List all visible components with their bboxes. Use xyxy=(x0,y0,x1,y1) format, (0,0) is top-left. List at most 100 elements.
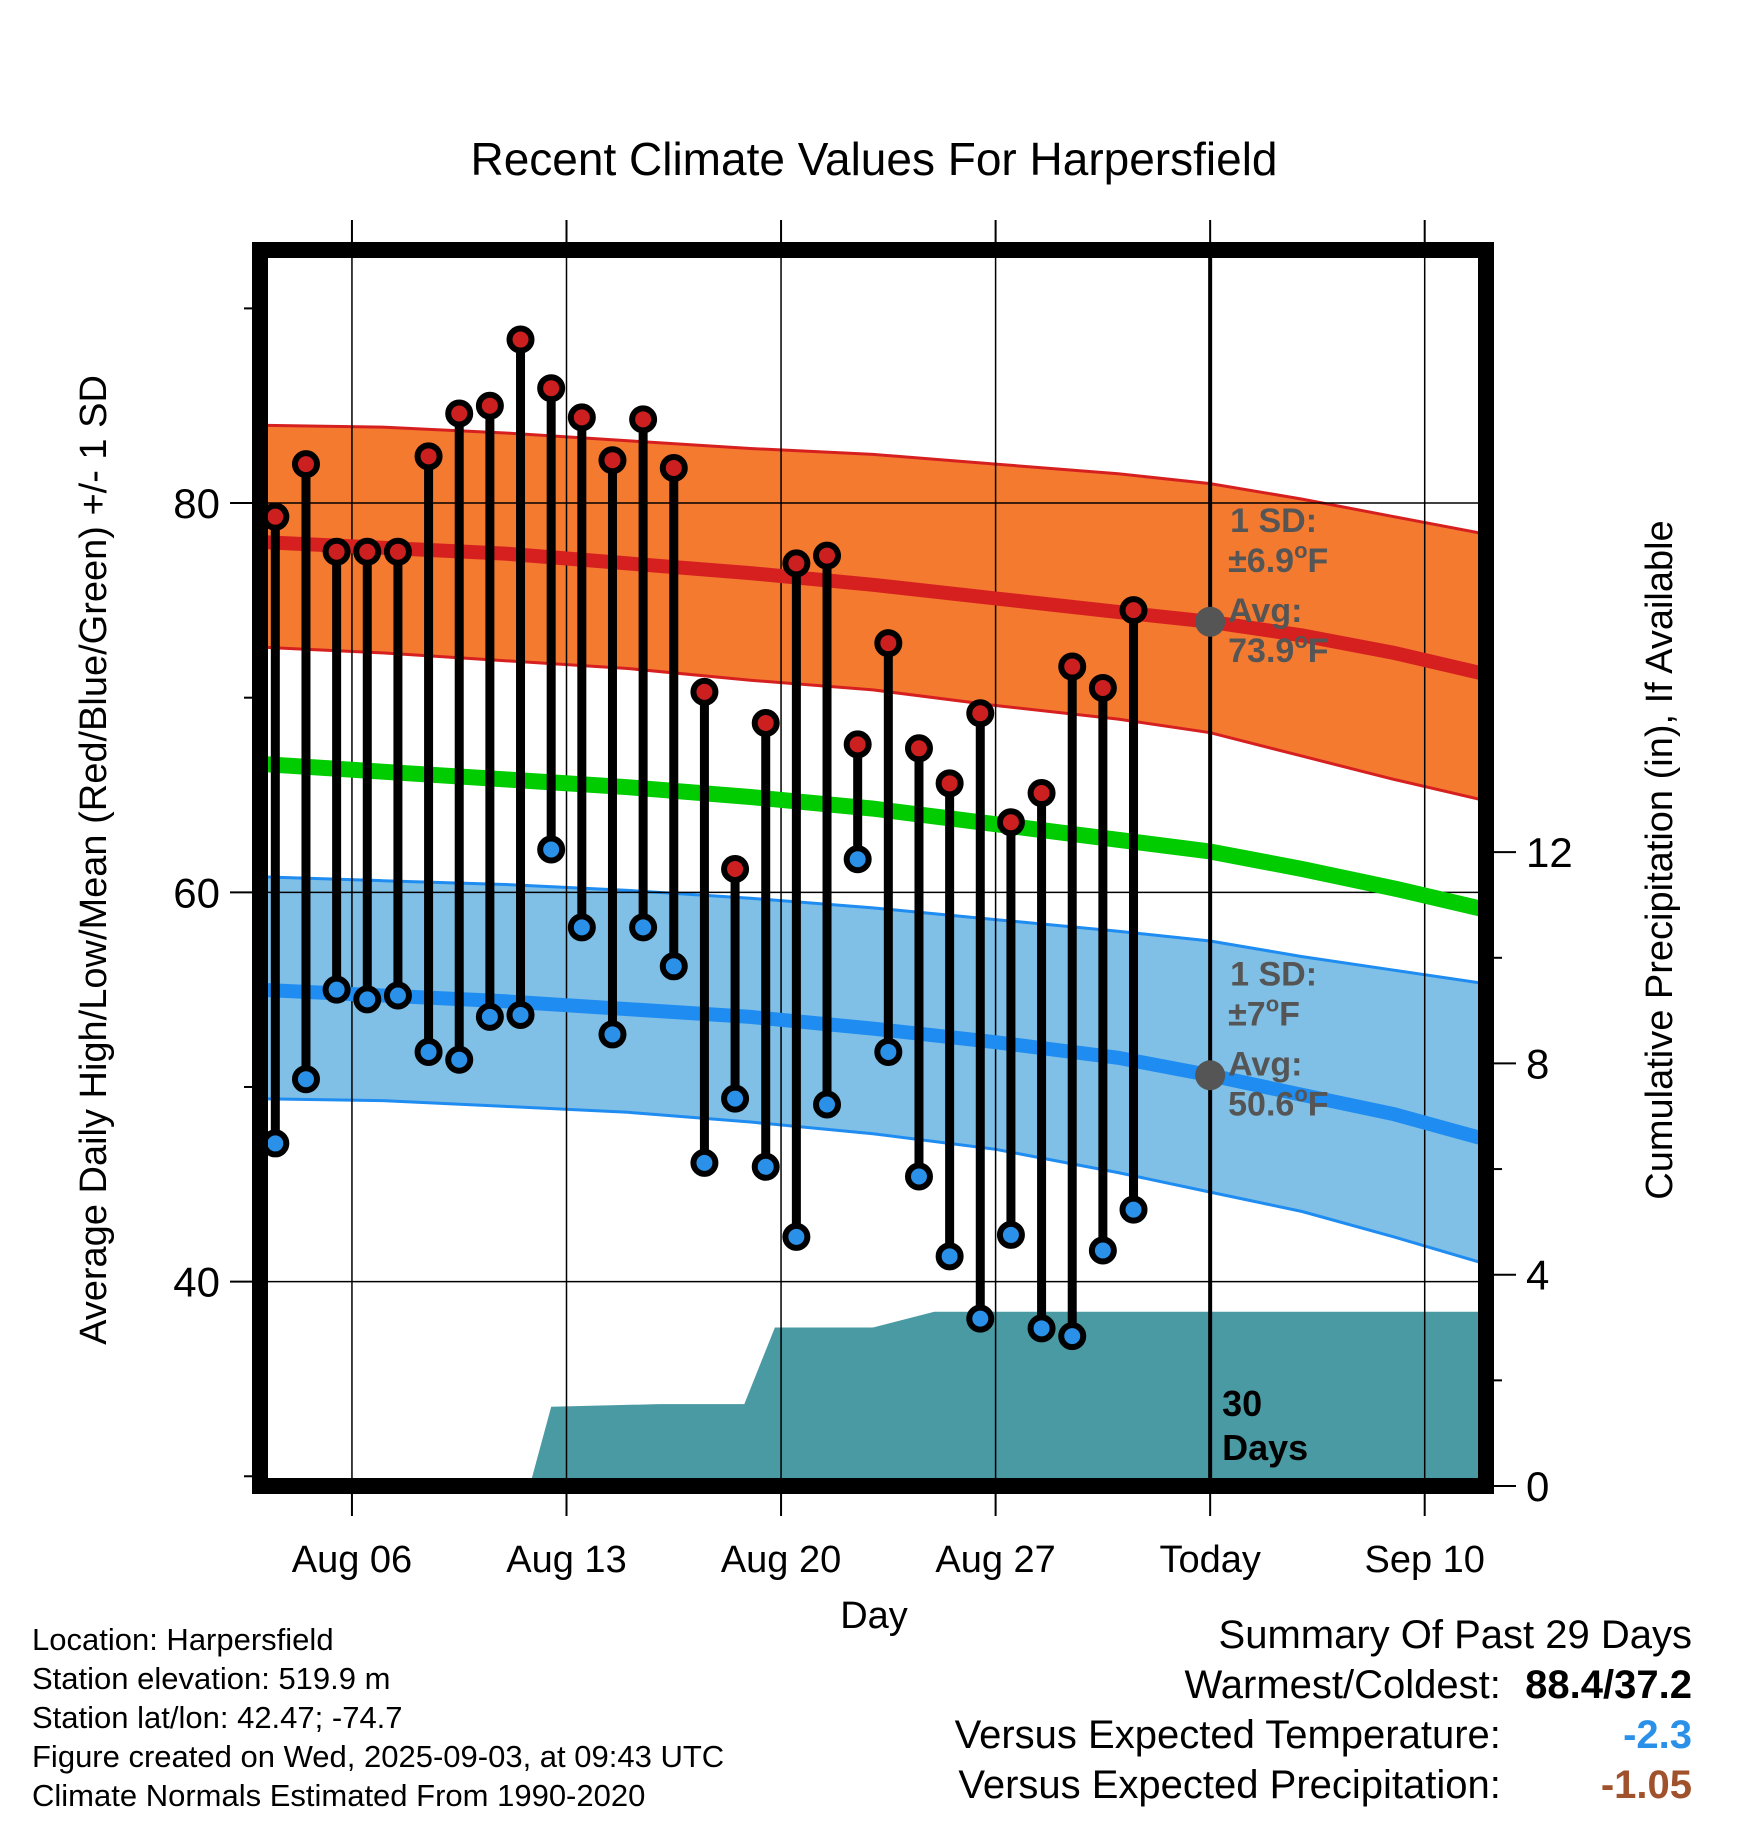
low-avg-marker xyxy=(1195,1060,1226,1091)
daily-low-point xyxy=(721,1084,750,1113)
x-tick-label: Aug 06 xyxy=(292,1539,412,1581)
daily-high-point xyxy=(414,442,443,471)
daily-low-point xyxy=(383,981,412,1010)
low-avg-value: 50.6oF xyxy=(1228,1081,1328,1123)
daily-low-point xyxy=(1058,1322,1087,1351)
chart-title: Recent Climate Values For Harpersfield xyxy=(470,133,1277,185)
low-sd-upper-line xyxy=(260,875,1486,986)
station-location: Location: Harpersfield xyxy=(32,1622,334,1657)
vs-precip-label: Versus Expected Precipitation: xyxy=(958,1763,1501,1807)
summary-title: Summary Of Past 29 Days xyxy=(1218,1613,1692,1657)
station-latlon: Station lat/lon: 42.47; -74.7 xyxy=(32,1700,403,1735)
daily-low-point xyxy=(996,1220,1025,1249)
daily-low-point xyxy=(537,835,566,864)
station-info: Location: Harpersfield Station elevation… xyxy=(32,1620,724,1815)
daily-high-point xyxy=(782,549,811,578)
daily-low-point xyxy=(598,1020,627,1049)
y2-tick-label: 8 xyxy=(1526,1040,1549,1087)
daily-high-point xyxy=(721,854,750,883)
daily-low-point xyxy=(445,1045,474,1074)
daily-low-point xyxy=(291,1065,320,1094)
daily-high-point xyxy=(322,537,351,566)
daily-high-point xyxy=(904,734,933,763)
daily-low-point xyxy=(1088,1236,1117,1265)
high-sd-degree: o xyxy=(1294,538,1307,563)
climate-normals-note: Climate Normals Estimated From 1990-2020 xyxy=(32,1778,646,1813)
y-tick-label: 60 xyxy=(173,869,220,916)
low-sd-lower-line xyxy=(260,1097,1486,1266)
x-tick-label: Aug 13 xyxy=(506,1539,626,1581)
x-axis-label: Day xyxy=(840,1595,908,1637)
daily-low-point xyxy=(813,1090,842,1119)
daily-high-point xyxy=(567,403,596,432)
daily-low-point xyxy=(782,1222,811,1251)
summary-warm-cold: Warmest/Coldest: 88.4/37.2 xyxy=(955,1660,1693,1710)
daily-low-point xyxy=(904,1162,933,1191)
daily-high-point xyxy=(537,374,566,403)
daily-high-point xyxy=(475,391,504,420)
high-avg-degree: o xyxy=(1294,628,1307,653)
daily-high-point xyxy=(1027,779,1056,808)
daily-low-point xyxy=(935,1242,964,1271)
y2-axis-label: Cumulative Precipitation (in), If Availa… xyxy=(1639,520,1681,1199)
station-elevation: Station elevation: 519.9 m xyxy=(32,1661,391,1696)
low-sd-value: ±7oF xyxy=(1228,991,1300,1033)
daily-low-point xyxy=(874,1037,903,1066)
y2-tick-label: 12 xyxy=(1526,829,1573,876)
daily-low-point xyxy=(506,1000,535,1029)
high-avg-label: Avg: xyxy=(1228,592,1302,630)
daily-high-point xyxy=(813,541,842,570)
high-sd-upper-line xyxy=(260,423,1486,536)
daily-low-point xyxy=(414,1037,443,1066)
low-sd-degree: o xyxy=(1266,991,1279,1016)
daily-high-point xyxy=(353,537,382,566)
warm-cold-value: 88.4/37.2 xyxy=(1525,1663,1692,1707)
normal-high-line xyxy=(260,535,1486,682)
daily-low-point xyxy=(475,1002,504,1031)
daily-high-point xyxy=(629,405,658,434)
y2-tick-label: 0 xyxy=(1526,1463,1549,1510)
daily-low-point xyxy=(629,913,658,942)
daily-low-point xyxy=(690,1148,719,1177)
daily-high-point xyxy=(445,399,474,428)
vs-precip-value: -1.05 xyxy=(1600,1763,1692,1807)
daily-high-point xyxy=(598,446,627,475)
summary-vs-temp: Versus Expected Temperature: -2.3 xyxy=(955,1710,1692,1760)
daily-low-point xyxy=(353,985,382,1014)
daily-high-point xyxy=(383,537,412,566)
high-sd-unit: F xyxy=(1308,542,1329,580)
y-tick-label: 80 xyxy=(173,480,220,527)
daily-low-point xyxy=(567,913,596,942)
figure-created: Figure created on Wed, 2025-09-03, at 09… xyxy=(32,1739,725,1774)
low-avg-degree: o xyxy=(1294,1081,1307,1106)
days-window-number: 30 xyxy=(1222,1383,1262,1424)
daily-high-point xyxy=(1058,652,1087,681)
daily-low-point xyxy=(659,952,688,981)
daily-low-point xyxy=(843,845,872,874)
summary-vs-precip: Versus Expected Precipitation: -1.05 xyxy=(955,1760,1692,1810)
daily-low-point xyxy=(322,975,351,1004)
low-sd-unit: F xyxy=(1279,995,1300,1033)
x-tick-label: Aug 20 xyxy=(721,1539,841,1581)
y2-tick-label: 4 xyxy=(1526,1252,1549,1299)
days-window-label: Days xyxy=(1222,1427,1308,1468)
low-avg-unit: F xyxy=(1308,1085,1329,1123)
vs-temp-value: -2.3 xyxy=(1623,1713,1692,1757)
daily-high-point xyxy=(996,808,1025,837)
y-axis-label: Average Daily High/Low/Mean (Red/Blue/Gr… xyxy=(73,375,115,1345)
x-tick-label: Today xyxy=(1159,1539,1260,1581)
x-tick-label: Sep 10 xyxy=(1364,1539,1484,1581)
normal-mean-line xyxy=(260,755,1486,918)
daily-high-point xyxy=(659,454,688,483)
daily-low-point xyxy=(751,1152,780,1181)
daily-high-point xyxy=(751,708,780,737)
high-sd-label: 1 SD: xyxy=(1230,502,1317,540)
plot-frame xyxy=(252,242,1494,1494)
vs-temp-label: Versus Expected Temperature: xyxy=(954,1713,1501,1757)
daily-high-point xyxy=(843,730,872,759)
daily-low-point xyxy=(1119,1195,1148,1224)
normal-low-line xyxy=(260,982,1486,1147)
high-sd-value: ±6.9oF xyxy=(1228,538,1328,580)
